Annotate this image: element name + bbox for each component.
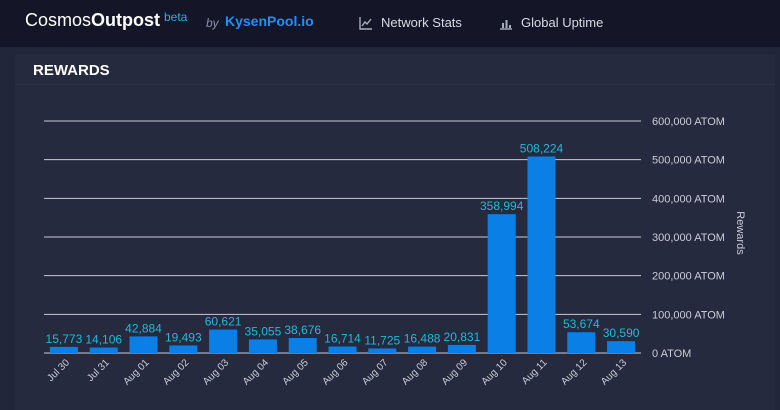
bar <box>607 341 636 353</box>
bar <box>288 338 317 353</box>
x-tick-label: Aug 03 <box>201 357 231 387</box>
line-chart-icon <box>359 16 372 30</box>
bar <box>328 346 357 353</box>
bar <box>49 346 78 353</box>
bar <box>487 214 516 353</box>
y-tick-label: 500,000 ATOM <box>652 155 725 167</box>
x-tick-label: Aug 10 <box>480 357 510 387</box>
by-text: by <box>206 16 219 30</box>
bar <box>567 332 596 353</box>
bar-value-label: 35,055 <box>245 324 282 338</box>
app-logo[interactable]: CosmosOutpost <box>25 10 160 31</box>
x-tick-label: Aug 09 <box>440 357 470 387</box>
bar-value-label: 42,884 <box>125 321 162 335</box>
bar-value-label: 30,590 <box>603 326 640 340</box>
kysenpool-link[interactable]: KysenPool.io <box>225 13 314 29</box>
y-tick-label: 400,000 ATOM <box>652 193 725 205</box>
top-bar <box>0 0 780 47</box>
bar-value-label: 16,714 <box>324 332 361 346</box>
bar-value-label: 19,493 <box>165 330 202 344</box>
bar-value-label: 14,106 <box>85 333 122 347</box>
bar <box>169 345 198 353</box>
brand-bold: Outpost <box>91 10 161 30</box>
bar-value-label: 358,994 <box>480 199 524 213</box>
x-tick-label: Aug 13 <box>599 357 629 387</box>
y-tick-label: 600,000 ATOM <box>652 116 725 128</box>
bar-value-label: 38,676 <box>284 323 321 337</box>
bar-value-label: 20,831 <box>444 330 481 344</box>
x-tick-label: Jul 31 <box>85 357 112 384</box>
x-tick-label: Aug 01 <box>121 357 151 387</box>
y-tick-label: 200,000 ATOM <box>652 271 725 283</box>
beta-badge: beta <box>164 10 188 24</box>
x-tick-label: Aug 08 <box>400 357 430 387</box>
bar-value-label: 11,725 <box>364 333 400 347</box>
brand-prefix: Cosmos <box>25 10 92 30</box>
bar-value-label: 60,621 <box>205 315 242 329</box>
x-tick-label: Aug 02 <box>161 357 191 387</box>
x-tick-label: Aug 11 <box>520 357 550 387</box>
bar <box>129 336 158 353</box>
panel-divider <box>15 84 775 85</box>
bar <box>408 346 437 353</box>
x-tick-label: Jul 30 <box>45 357 72 384</box>
bar-value-label: 16,488 <box>404 332 441 346</box>
panel-title: REWARDS <box>33 62 110 79</box>
y-tick-label: 100,000 ATOM <box>652 309 725 321</box>
bar-value-label: 15,773 <box>46 332 83 346</box>
bar-value-label: 53,674 <box>563 317 600 331</box>
x-tick-label: Aug 07 <box>360 357 390 387</box>
nav-global-uptime[interactable]: Global Uptime <box>499 15 603 30</box>
bar <box>248 339 277 353</box>
y-tick-label: 0 ATOM <box>652 348 691 360</box>
nav-network-stats[interactable]: Network Stats <box>359 15 462 30</box>
nav-global-uptime-label: Global Uptime <box>521 15 604 30</box>
y-axis-title: Rewards <box>734 211 746 255</box>
bar <box>368 348 397 353</box>
x-tick-label: Aug 12 <box>559 357 589 387</box>
bar-value-label: 508,224 <box>520 141 564 155</box>
bar <box>89 347 118 353</box>
bar <box>447 344 476 353</box>
x-tick-label: Aug 06 <box>320 357 350 387</box>
x-tick-label: Aug 05 <box>281 357 311 387</box>
bar <box>527 156 556 353</box>
bar-chart-icon <box>500 19 512 30</box>
x-tick-label: Aug 04 <box>241 357 271 387</box>
y-tick-label: 300,000 ATOM <box>652 232 725 244</box>
nav-network-stats-label: Network Stats <box>381 15 462 30</box>
bar <box>209 329 238 353</box>
